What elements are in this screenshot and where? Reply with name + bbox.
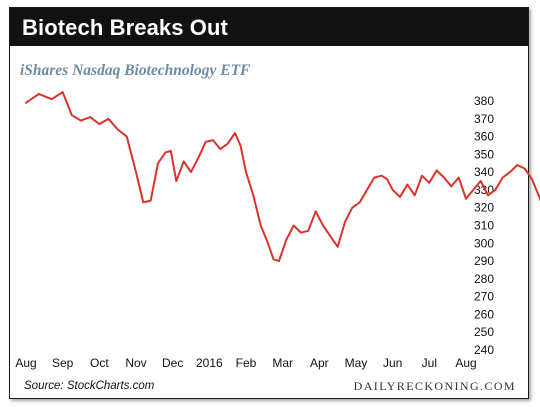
title-bar: Biotech Breaks Out	[10, 8, 528, 46]
x-tick-label: Dec	[162, 356, 183, 370]
y-tick-label: 260	[474, 307, 494, 321]
y-tick-label: 240	[474, 343, 494, 357]
chart-frame: Biotech Breaks Out iShares Nasdaq Biotec…	[9, 7, 529, 399]
x-tick-label: Apr	[310, 356, 329, 370]
y-tick-label: 290	[474, 254, 494, 268]
y-tick-label: 270	[474, 290, 494, 304]
x-tick-label: Sep	[52, 356, 74, 370]
y-tick-label: 340	[474, 165, 494, 179]
y-tick-label: 370	[474, 112, 494, 126]
y-tick-label: 360	[474, 130, 494, 144]
x-tick-label: Aug	[15, 356, 36, 370]
x-tick-label: Aug	[455, 356, 476, 370]
y-tick-label: 380	[474, 94, 494, 108]
y-tick-label: 350	[474, 147, 494, 161]
x-tick-label: Nov	[125, 356, 146, 370]
x-tick-label: May	[345, 356, 368, 370]
plot-area: 2402502602702802903003103203303403503603…	[15, 91, 540, 370]
x-tick-label: Feb	[236, 356, 257, 370]
y-tick-label: 250	[474, 325, 494, 339]
y-tick-label: 310	[474, 219, 494, 233]
source-note: Source: StockCharts.com	[24, 380, 155, 392]
price-series-line	[25, 91, 540, 263]
y-tick-label: 280	[474, 272, 494, 286]
x-tick-label: 2016	[196, 356, 223, 370]
publisher-credit: DAILYRECKONING.COM	[353, 379, 516, 393]
x-tick-label: Jul	[422, 356, 437, 370]
x-tick-label: Jun	[383, 356, 402, 370]
y-tick-label: 320	[474, 201, 494, 215]
x-tick-label: Mar	[272, 356, 293, 370]
chart-title: Biotech Breaks Out	[22, 15, 228, 40]
y-tick-label: 300	[474, 236, 494, 250]
chart-subtitle: iShares Nasdaq Biotechnology ETF	[20, 62, 251, 79]
x-tick-label: Oct	[90, 356, 109, 370]
